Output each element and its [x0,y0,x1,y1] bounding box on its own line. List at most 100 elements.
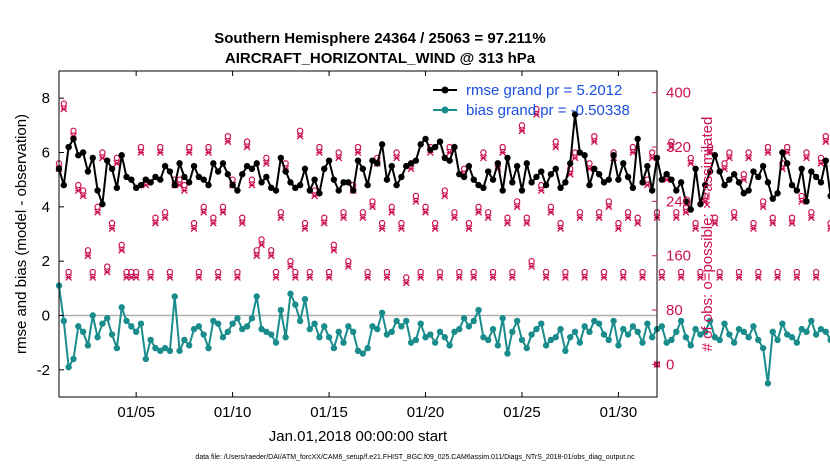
obs-assimilated-point [291,274,299,281]
obs-possible-point [784,143,791,151]
bias-point [60,317,68,325]
bias-point [345,323,352,330]
bias-point [296,317,304,325]
rmse-point [798,165,805,172]
bias-point [65,363,72,371]
obs-possible-point [147,268,154,276]
rmse-point [345,179,352,186]
bias-point [176,347,183,355]
bias-point [456,325,463,333]
y-axis-right: 0 80 160 240 320 400 [652,85,691,373]
rmse-point [504,154,511,162]
obs-assimilated-point [412,197,420,205]
bias-point [113,344,121,352]
bias-point [697,331,704,338]
obs-possible-point [639,268,646,276]
rmse-point [465,162,473,170]
rmse-point [306,187,313,194]
obs-assimilated-point [735,274,743,281]
obs-assimilated-point [296,132,304,140]
obs-possible-point [398,219,405,227]
bias-point [89,312,96,319]
rmse-point [272,187,280,194]
bias-point [195,323,203,330]
obs-possible-point [383,268,391,276]
rmse-point [166,168,174,175]
rmse-point [123,173,130,181]
obs-possible-point [335,149,342,156]
obs-possible-point [267,247,275,254]
bias-point [803,328,810,335]
obs-assimilated-point [619,274,627,281]
bias-point [301,296,309,303]
rmse-point [610,152,617,159]
obs-possible-point [740,171,748,178]
rmse-point [562,179,569,186]
rmse-point [374,160,381,167]
bias-point [243,323,251,330]
obs-possible-point [803,149,810,156]
obs-assimilated-point [94,208,102,216]
obs-possible-point [634,214,641,221]
bias-point [552,334,559,341]
rmse-point [793,187,801,194]
obs-assimilated-point [113,159,121,167]
bias-point [634,328,641,335]
bias-point [513,317,521,325]
bias-point [822,328,829,335]
obs-assimilated-point [537,187,545,194]
rmse-point [615,176,622,183]
y-left-tick-label: -2 [37,362,50,379]
rmse-point [817,179,825,186]
obs-possible-point [200,203,207,211]
obs-possible-point [137,143,145,151]
bias-point [702,328,709,335]
rmse-point [142,176,150,183]
rmse-point [224,171,231,178]
rmse-point [263,173,270,181]
obs-assimilated-point [402,279,410,287]
bias-point [277,306,285,314]
rmse-point [161,162,169,170]
bias-point [441,334,449,341]
obs-assimilated-point [156,149,164,156]
obs-possible-point [243,138,251,145]
bias-point [784,331,791,338]
bias-point [668,336,675,344]
bias-point [533,325,540,333]
rmse-point [393,181,400,189]
obs-possible-point [750,219,757,227]
obs-assimilated-point [716,274,724,281]
obs-assimilated-point [397,225,405,233]
obs-assimilated-point [422,208,429,216]
rmse-point [755,173,762,181]
obs-assimilated-point [79,192,87,200]
legend-rmse-label: rmse grand pr = 5.2012 [466,82,622,99]
obs-assimilated-point [320,219,328,227]
bias-point [557,325,564,333]
bias-point [219,334,227,341]
obs-possible-point [624,209,632,216]
obs-assimilated-point [696,274,704,281]
x-tick-label: 01/25 [503,404,541,421]
obs-assimilated-point [692,225,700,233]
obs-possible-point [306,268,313,276]
bias-point [253,293,260,300]
rmse-point [586,181,593,189]
obs-possible-point [465,219,473,227]
legend: rmse grand pr = 5.2012 bias grand pr = -… [433,82,630,119]
obs-possible-point [456,268,463,276]
bias-point [518,336,526,344]
bias-point [99,320,106,327]
obs-assimilated-point [224,138,232,146]
bias-point [600,331,608,338]
rmse-point [446,157,453,164]
obs-assimilated-point [315,149,323,156]
bias-point [682,334,690,341]
obs-assimilated-point [118,246,126,254]
y-right-tick-label: 0 [666,356,674,373]
rmse-point [427,146,434,153]
bias-point [446,342,453,349]
obs-possible-point [721,160,728,167]
obs-possible-point [263,154,270,162]
